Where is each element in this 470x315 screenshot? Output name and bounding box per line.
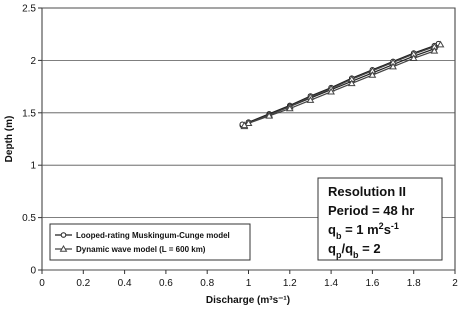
- x-tick-label: 0.4: [118, 278, 132, 289]
- y-tick-label: 1.5: [22, 108, 36, 119]
- annotation-text: b: [353, 250, 359, 260]
- y-axis-title: Depth (m): [4, 116, 15, 163]
- legend-box: [49, 223, 251, 261]
- point: [244, 119, 253, 126]
- x-tick-label: 0.6: [159, 278, 173, 289]
- annotation-text: /q: [341, 241, 353, 256]
- x-tick-label: 1: [246, 278, 252, 289]
- point: [347, 79, 356, 87]
- x-tick-label: 1.6: [365, 278, 379, 289]
- annotation-text: p: [336, 250, 342, 260]
- annotation-text: b: [336, 231, 342, 241]
- point: [430, 46, 439, 54]
- point: [368, 71, 377, 78]
- y-tick-label: 2: [30, 56, 36, 67]
- point: [389, 62, 397, 70]
- legend-marker: [60, 232, 67, 238]
- annotation-text: q: [328, 222, 336, 237]
- annotation-text: s: [384, 222, 391, 237]
- annotation-text: -1: [391, 221, 399, 231]
- annotation-text: = 2: [359, 241, 381, 256]
- annotation-text: Period = 48 hr: [328, 203, 414, 218]
- x-tick-label: 0.2: [76, 278, 90, 289]
- x-tick-label: 1.4: [324, 278, 338, 289]
- x-tick-label: 1.8: [407, 278, 421, 289]
- y-tick-label: 0: [30, 266, 36, 277]
- legend-label: Dynamic wave model (L = 600 km): [76, 245, 206, 254]
- x-tick-label: 2: [452, 278, 458, 289]
- annotation-line: Resolution II: [328, 184, 406, 199]
- annotation-text: q: [328, 241, 336, 256]
- point: [409, 54, 418, 62]
- x-axis-title: Discharge (m³s⁻¹): [206, 295, 290, 306]
- x-tick-label: 0.8: [200, 278, 214, 289]
- y-tick-label: 0.5: [22, 213, 36, 224]
- annotation-text: Resolution II: [328, 184, 406, 199]
- annotation-box: [317, 177, 443, 261]
- point: [285, 104, 294, 112]
- annotation-line: qb = 1 m2s-1: [328, 221, 399, 241]
- point: [240, 121, 249, 129]
- annotation-line: Period = 48 hr: [328, 203, 414, 218]
- point: [265, 111, 274, 119]
- point: [306, 96, 315, 103]
- y-tick-label: 2.5: [22, 4, 36, 15]
- x-tick-label: 1.2: [283, 278, 297, 289]
- legend-label: Looped-rating Muskingum-Cunge model: [76, 231, 230, 240]
- annotation-text: 2: [379, 221, 384, 231]
- point: [436, 40, 445, 48]
- legend-marker: [59, 244, 68, 252]
- y-tick-label: 1: [30, 161, 36, 172]
- x-tick-label: 0: [39, 278, 45, 289]
- point: [327, 87, 335, 95]
- annotation-text: = 1 m: [341, 222, 378, 237]
- annotation-line: qp/qb = 2: [328, 241, 381, 260]
